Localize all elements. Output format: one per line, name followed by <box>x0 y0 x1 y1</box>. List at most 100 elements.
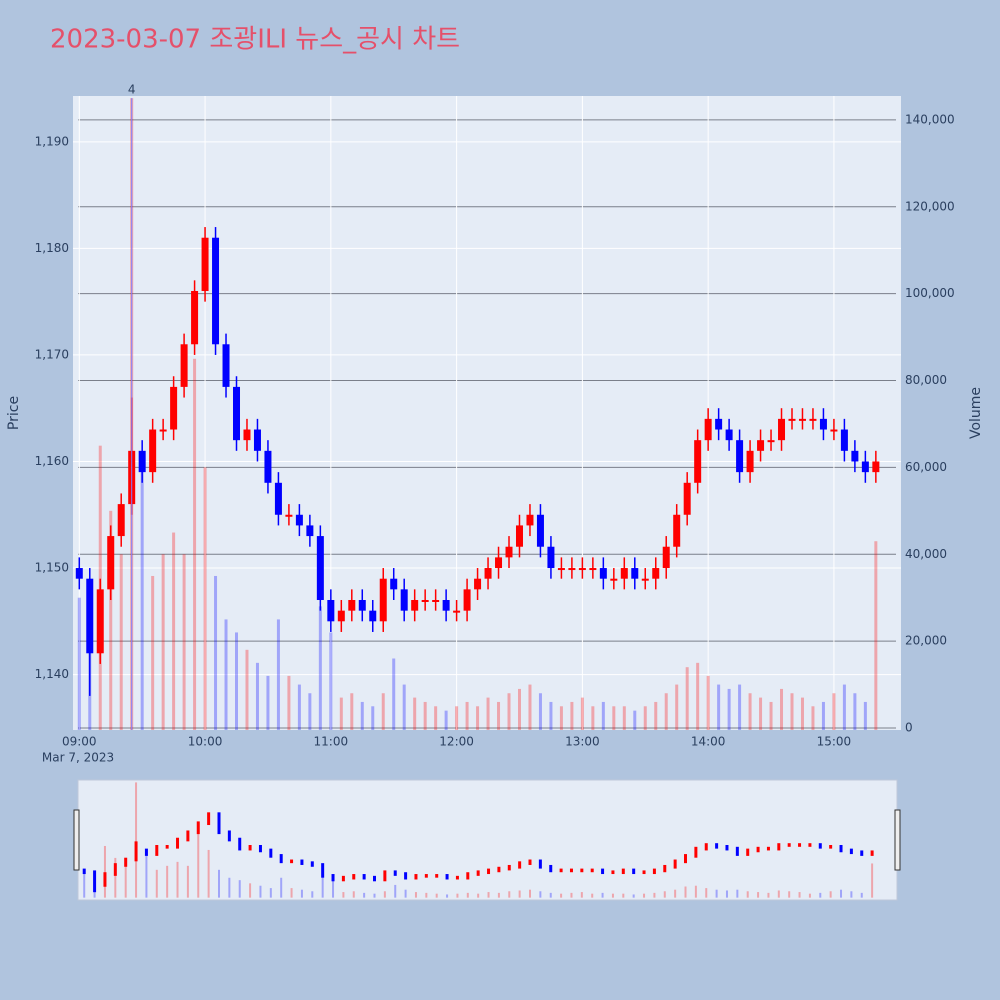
candle-body <box>159 429 167 432</box>
volume-bar <box>119 554 123 731</box>
candle-body <box>442 600 450 611</box>
candle-body <box>358 600 366 611</box>
volume-bar <box>245 649 249 731</box>
slider-volume-bar <box>83 873 86 898</box>
slider-volume-bar <box>663 891 666 898</box>
candle-body <box>421 600 429 603</box>
slider-volume-bar <box>207 849 210 898</box>
candle-body <box>369 610 377 622</box>
slider-volume-bar <box>352 891 355 898</box>
slider-volume-bar <box>622 893 625 898</box>
slider-volume-bar <box>632 894 635 898</box>
volume-bar <box>423 701 427 731</box>
y-tick-label: 1,190 <box>35 134 69 148</box>
slider-handle-left[interactable] <box>73 809 80 871</box>
slider-volume-bar <box>197 830 200 898</box>
slider-volume-bar <box>446 894 449 898</box>
slider-volume-bar <box>249 883 252 898</box>
candle-body <box>861 461 869 473</box>
candle-body <box>222 344 230 387</box>
slider-volume-bar <box>819 892 822 898</box>
volume-bar <box>444 710 448 731</box>
slider-volume-bar <box>591 893 594 898</box>
slider-handle-right[interactable] <box>894 809 901 871</box>
candle-body <box>107 536 115 590</box>
volume-bar <box>455 706 459 731</box>
volume-bar <box>381 693 385 731</box>
candle-body <box>641 578 649 581</box>
slider-volume-bar <box>176 861 179 898</box>
candle-body <box>851 450 859 462</box>
slider-volume-bar <box>518 890 521 898</box>
annotation: 4 <box>128 83 136 97</box>
volume-bar <box>643 706 647 731</box>
candle-body <box>484 568 492 579</box>
candle-body <box>306 525 314 537</box>
slider-volume-bar <box>124 865 127 898</box>
volume-bar <box>517 688 521 731</box>
candle-body <box>736 440 744 473</box>
candle-body <box>767 440 775 443</box>
slider-volume-bar <box>166 865 169 898</box>
volume-bar <box>109 510 113 731</box>
volume-bar <box>151 575 155 731</box>
candle-body <box>180 344 188 387</box>
x-tick-label: 09:00 <box>62 735 97 749</box>
volume-bar <box>392 658 396 731</box>
volume-bar <box>591 706 595 731</box>
volume-bar <box>821 701 825 731</box>
slider-volume-bar <box>259 885 262 898</box>
slider-volume-bar <box>103 845 106 898</box>
volume-bar <box>350 693 354 731</box>
volume-bar <box>255 662 259 731</box>
volume-bar <box>675 684 679 731</box>
candle-body <box>798 418 806 421</box>
volume-bar <box>276 619 280 731</box>
candle-body <box>683 482 691 515</box>
volume-bar <box>842 684 846 731</box>
slider-volume-bar <box>684 886 687 898</box>
volume-bar <box>601 701 605 731</box>
volume-bar <box>161 554 165 731</box>
candle-body <box>264 450 272 483</box>
slider-volume-bar <box>694 885 697 898</box>
slider-volume-bar <box>539 891 542 898</box>
slider-volume-bar <box>425 892 428 898</box>
slider-volume-bar <box>674 889 677 898</box>
volume-bar <box>266 675 270 731</box>
slider-volume-bar <box>860 892 863 898</box>
volume-bar <box>570 701 574 731</box>
volume-bar <box>759 697 763 731</box>
volume-bar <box>308 693 312 731</box>
volume-bar <box>706 675 710 731</box>
candle-body <box>96 589 104 654</box>
range-slider[interactable] <box>77 779 898 901</box>
volume-bar <box>538 693 542 731</box>
volume-bar <box>434 706 438 731</box>
candle-body <box>432 600 440 603</box>
slider-volume-bar <box>280 877 283 898</box>
candle-body <box>337 610 345 622</box>
slider-volume-bar <box>808 893 811 898</box>
slider-volume-bar <box>777 890 780 898</box>
volume-bar <box>371 706 375 731</box>
candle-body <box>295 514 303 526</box>
slider-volume-bar <box>228 877 231 898</box>
slider-volume-bar <box>217 869 220 898</box>
slider-volume-bar <box>798 892 801 898</box>
slider-volume-bar <box>466 892 469 898</box>
candle-body <box>75 568 83 579</box>
slider-volume-bar <box>186 865 189 898</box>
slider-volume-bar <box>871 863 874 898</box>
slider-volume-bar <box>145 849 148 898</box>
volume-bar <box>863 701 867 731</box>
volume-bar <box>77 597 81 731</box>
candle-body <box>316 536 324 601</box>
slider-volume-bar <box>238 880 241 898</box>
y-axis-title: Price <box>6 396 22 430</box>
slider-volume-bar <box>290 888 293 898</box>
y2-axis-title: Volume <box>968 387 984 439</box>
candle-body <box>788 418 796 421</box>
slider-volume-bar <box>736 889 739 898</box>
x-tick-label: 12:00 <box>439 735 474 749</box>
